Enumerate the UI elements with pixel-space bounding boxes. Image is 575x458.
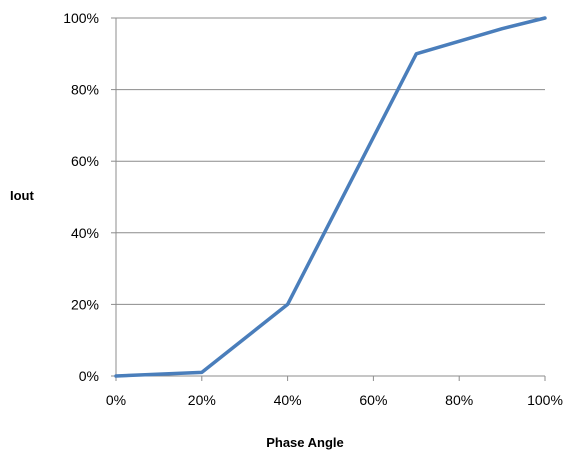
x-tick-label: 40% (274, 392, 302, 408)
y-tick-label: 0% (79, 368, 99, 384)
x-tick-label: 20% (188, 392, 216, 408)
x-tick-label: 0% (106, 392, 126, 408)
x-axis-title: Phase Angle (266, 435, 344, 450)
y-tick-label: 20% (71, 296, 99, 312)
x-tick-label: 100% (527, 392, 563, 408)
series-lines (114, 16, 547, 378)
x-tick-label: 80% (445, 392, 473, 408)
series-line (114, 16, 547, 378)
y-axis-title: Iout (10, 188, 34, 203)
tick-labels: 0% 20% 40% 60% 80% 100% 0% 20% 40% 60% 80% 100% (63, 10, 563, 408)
y-tick-label: 100% (63, 10, 99, 26)
gridlines (116, 17, 545, 305)
x-tick-label: 60% (359, 392, 387, 408)
y-tick-label: 40% (71, 225, 99, 241)
y-tick-label: 60% (71, 153, 99, 169)
y-tick-label: 80% (71, 82, 99, 98)
axes (111, 17, 546, 381)
